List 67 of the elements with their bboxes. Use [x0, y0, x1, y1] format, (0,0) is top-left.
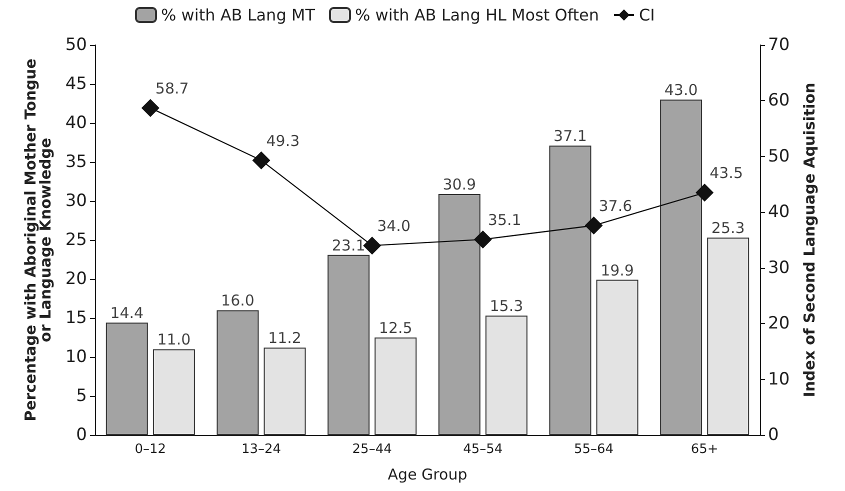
bar: [264, 348, 306, 435]
data-label: 12.5: [378, 319, 412, 337]
data-label: 11.2: [268, 329, 302, 348]
y2-tick-label: 10: [768, 369, 790, 390]
x-tick-label: 65+: [690, 442, 718, 457]
data-label: 19.9: [600, 261, 634, 280]
bar: [106, 322, 148, 435]
bar: [328, 254, 370, 435]
y2-tick-label: 20: [768, 314, 790, 334]
bar: [216, 310, 259, 435]
y2-tick-label: 60: [768, 90, 790, 111]
point: [584, 216, 603, 235]
data-label: 35.1: [488, 210, 522, 229]
point: [363, 236, 382, 255]
data-label: 14.4: [110, 304, 144, 322]
legend-label: % with AB Lang HL Most Often: [355, 6, 599, 24]
bar: [438, 194, 480, 435]
data-label: 16.0: [221, 292, 254, 310]
y-tick-label: 40: [65, 113, 87, 133]
x-tick-label: 0–12: [134, 442, 166, 457]
point: [696, 184, 714, 202]
legend-label: CI: [638, 6, 655, 24]
x-tick-label: 13–24: [241, 442, 282, 457]
x-tick-label: 25–44: [352, 442, 392, 457]
data-label: 15.3: [490, 297, 524, 316]
y2-tick-label: 40: [768, 202, 790, 222]
y-tick-label: 10: [65, 347, 87, 367]
bar: [660, 100, 702, 435]
x-tick-label: 55–64: [574, 442, 614, 457]
data-label: 43.0: [664, 81, 698, 100]
data-label: 30.9: [442, 175, 476, 194]
y2-tick-label: 70: [768, 35, 790, 55]
y-axis-title: Percentage with Aboriginal Mother Tongue or Language Knowledge: [22, 58, 54, 422]
data-label: 34.0: [377, 217, 410, 236]
bar: [596, 280, 638, 435]
y2-tick-label: 50: [768, 146, 790, 166]
bar: [152, 349, 195, 435]
legend-label: % with AB Lang MT: [161, 6, 316, 24]
data-label: 37.6: [598, 197, 632, 216]
y-tick-label: 30: [65, 191, 87, 211]
data-label: 23.1: [332, 236, 366, 254]
y-tick-label: 35: [65, 152, 87, 172]
data-label: 11.0: [157, 330, 191, 349]
y-tick-label: 50: [65, 35, 87, 55]
point: [141, 98, 160, 117]
bar: [374, 338, 417, 435]
x-tick-label: 45–54: [463, 442, 503, 457]
point: [252, 151, 270, 170]
y-tick-label: 25: [65, 230, 87, 250]
y-tick-label: 0: [76, 425, 87, 445]
bar: [485, 316, 528, 435]
x-axis-title: Age Group: [388, 466, 468, 484]
data-label: 58.7: [155, 79, 189, 98]
y2-tick-label: 0: [768, 425, 779, 445]
data-label: 43.5: [710, 164, 743, 182]
y-tick-label: 5: [76, 386, 87, 406]
data-label: 25.3: [711, 219, 745, 238]
data-label: 49.3: [266, 132, 300, 150]
bar: [707, 238, 750, 435]
y-tick-label: 20: [65, 269, 87, 289]
y-tick-label: 15: [65, 308, 87, 328]
y-tick-label: 45: [65, 74, 87, 94]
point: [474, 230, 492, 248]
y2-tick-label: 30: [768, 258, 790, 278]
y2-axis-title: Index of Second Language Aquisition: [800, 82, 818, 398]
bar: [549, 146, 592, 435]
data-label: 37.1: [554, 127, 587, 146]
